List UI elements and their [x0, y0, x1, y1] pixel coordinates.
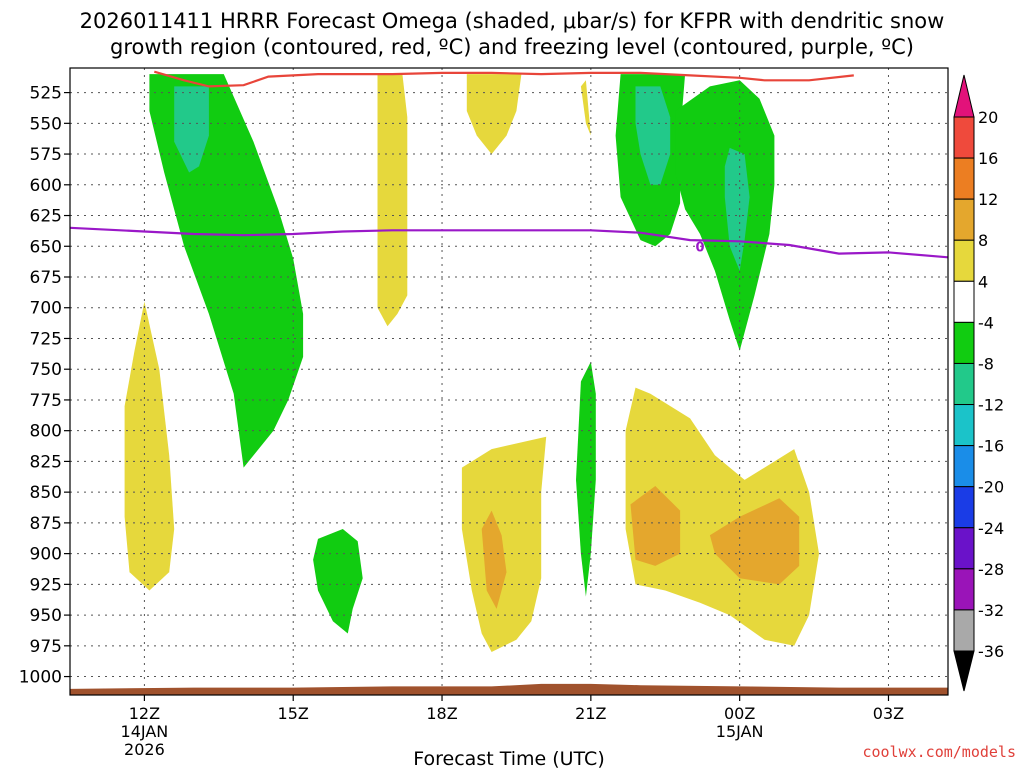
y-tick-label-700: 700 — [30, 299, 62, 319]
colorbar-label-8: -16 — [978, 437, 1004, 456]
colorbar-label-7: -12 — [978, 396, 1004, 415]
x-axis-label: Forecast Time (UTC) — [413, 748, 604, 768]
omega-region-7 — [576, 361, 596, 597]
x-tick-label-21Z: 21Z — [575, 704, 606, 723]
y-axis: 525 550 575 600 625 650 675 700 725 750 775 800 825 8… — [19, 84, 70, 688]
x-tick-label-18Z: 18Z — [426, 704, 457, 723]
colorbar-swatch-12 — [953, 609, 975, 652]
colorbar-label-6: -8 — [978, 354, 994, 373]
x-tick-date-12Z: 14JAN — [121, 722, 169, 741]
chart-title-line-1: 2026011411 HRRR Forecast Omega (shaded, … — [80, 9, 945, 33]
omega-region-5 — [635, 86, 671, 185]
x-tick-year-12Z: 2026 — [124, 740, 165, 759]
y-tick-label-775: 775 — [30, 391, 62, 411]
colorbar-label-5: -4 — [978, 313, 994, 332]
dendritic-growth-contour — [153, 70, 854, 88]
omega-region-12 — [461, 436, 547, 652]
omega-region-11 — [124, 301, 175, 591]
y-tick-label-800: 800 — [30, 422, 62, 442]
colorbar: 20 16 12 8 4 -4 -8 -12 -16 -20 -24 -28 -32 -36 — [953, 74, 1004, 692]
omega-region-14 — [481, 510, 507, 609]
omega-region-10 — [580, 80, 591, 136]
chart-title-line-2: growth region (contoured, red, ºC) and f… — [110, 35, 914, 59]
omega-region-8 — [377, 74, 408, 327]
colorbar-label-0: 20 — [978, 108, 998, 127]
colorbar-label-2: 12 — [978, 190, 998, 209]
colorbar-bottom-arrow — [953, 650, 975, 692]
omega-region-4 — [675, 80, 775, 351]
y-tick-label-1000: 1000 — [19, 668, 62, 688]
y-tick-label-900: 900 — [30, 545, 62, 565]
colorbar-swatch-9 — [953, 486, 975, 529]
x-tick-label-00Z: 00Z — [724, 704, 755, 723]
y-tick-label-850: 850 — [30, 483, 62, 503]
colorbar-label-11: -28 — [978, 560, 1004, 579]
colorbar-swatch-1 — [953, 157, 975, 200]
y-tick-label-650: 650 — [30, 237, 62, 257]
y-tick-label-725: 725 — [30, 329, 62, 349]
colorbar-label-10: -24 — [978, 519, 1004, 538]
plot-area: 0 — [69, 67, 949, 696]
omega-shading-layer — [124, 74, 819, 652]
freezing-level-label: 0 — [695, 240, 704, 255]
colorbar-top-arrow — [953, 74, 975, 118]
y-tick-label-825: 825 — [30, 452, 62, 472]
y-tick-label-600: 600 — [30, 176, 62, 196]
colorbar-swatch-6 — [953, 362, 975, 406]
colorbar-swatch-7 — [953, 404, 975, 447]
colorbar-swatch-11 — [953, 568, 975, 611]
colorbar-swatch-8 — [953, 445, 975, 488]
x-tick-label-03Z: 03Z — [873, 704, 904, 723]
colorbar-swatch-0 — [953, 116, 975, 159]
y-tick-label-550: 550 — [30, 114, 62, 134]
x-tick-label-15Z: 15Z — [278, 704, 309, 723]
y-tick-label-525: 525 — [30, 84, 62, 104]
plot-frame — [69, 67, 949, 696]
colorbar-label-9: -20 — [978, 478, 1004, 497]
y-tick-label-625: 625 — [30, 207, 62, 227]
colorbar-swatch-4 — [953, 280, 975, 323]
y-tick-label-675: 675 — [30, 268, 62, 288]
omega-region-9 — [466, 74, 522, 155]
x-tick-date-00Z: 15JAN — [716, 722, 764, 741]
credit-text: coolwx.com/models — [862, 743, 1016, 761]
colorbar-swatch-3 — [953, 239, 975, 282]
colorbar-swatch-5 — [953, 321, 975, 364]
colorbar-label-3: 8 — [978, 231, 988, 250]
y-tick-label-875: 875 — [30, 514, 62, 534]
omega-region-1 — [174, 86, 209, 173]
omega-region-2 — [313, 529, 363, 634]
colorbar-label-1: 16 — [978, 149, 998, 168]
terrain-band — [70, 683, 948, 695]
y-tick-label-750: 750 — [30, 360, 62, 380]
y-tick-label-975: 975 — [30, 637, 62, 657]
y-tick-label-925: 925 — [30, 575, 62, 595]
omega-region-0 — [149, 74, 304, 468]
colorbar-label-12: -32 — [978, 601, 1004, 620]
colorbar-label-13: -36 — [978, 642, 1004, 661]
omega-region-16 — [709, 498, 800, 585]
y-tick-label-575: 575 — [30, 145, 62, 165]
contour-line-layer: 0 — [70, 70, 948, 695]
y-tick-label-950: 950 — [30, 606, 62, 626]
colorbar-label-4: 4 — [978, 272, 988, 291]
colorbar-swatch-10 — [953, 527, 975, 570]
freezing-level-contour — [70, 226, 948, 259]
x-tick-label-12Z: 12Z — [129, 704, 160, 723]
omega-region-15 — [630, 486, 681, 566]
colorbar-swatch-2 — [953, 198, 975, 241]
